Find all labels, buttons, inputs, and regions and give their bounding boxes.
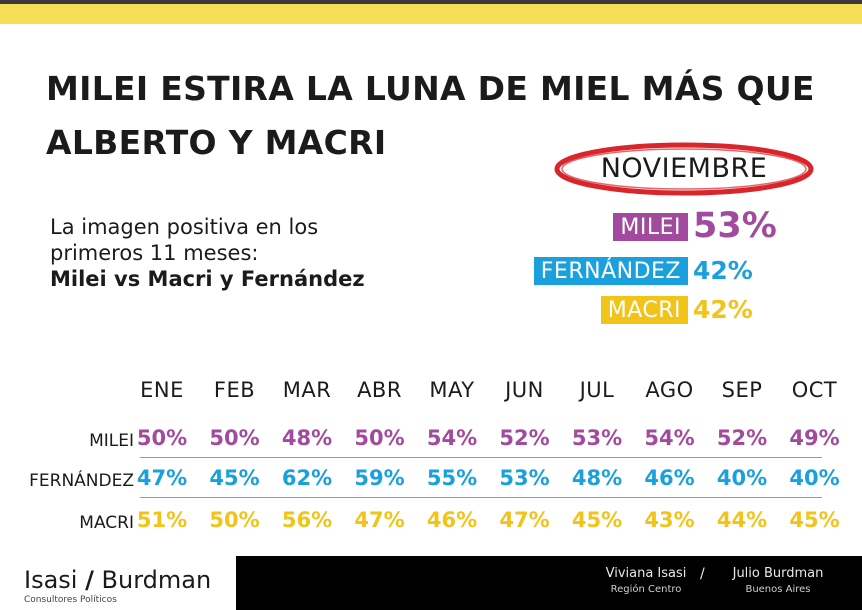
row-label-macri: MACRI bbox=[79, 513, 134, 533]
top-border-line bbox=[0, 0, 862, 4]
credit-name-2: Julio Burdman bbox=[732, 566, 824, 581]
highlight-label-macri: MACRI bbox=[600, 296, 688, 324]
row-label-milei: MILEI bbox=[89, 431, 134, 451]
cell-macri-ene: 51% bbox=[136, 508, 188, 532]
row-divider bbox=[140, 497, 822, 498]
cell-milei-sep: 52% bbox=[716, 426, 768, 450]
logo-part-2: Burdman bbox=[101, 566, 212, 594]
cell-milei-ago: 54% bbox=[644, 426, 695, 450]
cell-fernndez-jun: 53% bbox=[499, 466, 550, 490]
subtitle-line-1: La imagen positiva en los bbox=[50, 215, 319, 239]
highlight-value-macri: 42% bbox=[693, 295, 753, 324]
month-header-may: MAY bbox=[429, 378, 475, 402]
footer-bar bbox=[236, 556, 862, 610]
cell-macri-jun: 47% bbox=[499, 508, 550, 532]
cell-macri-mar: 56% bbox=[281, 508, 333, 532]
month-header-feb: FEB bbox=[213, 378, 256, 402]
cell-milei-abr: 50% bbox=[354, 426, 405, 450]
highlight-value-milei: 53% bbox=[693, 206, 777, 246]
highlight-ring-icon bbox=[554, 142, 814, 196]
cell-macri-jul: 45% bbox=[571, 508, 623, 532]
cell-milei-oct: 49% bbox=[789, 426, 840, 450]
subtitle: La imagen positiva en los primeros 11 me… bbox=[50, 214, 450, 292]
cell-milei-ene: 50% bbox=[136, 426, 188, 450]
month-header-mar: MAR bbox=[282, 378, 332, 402]
cell-fernndez-may: 55% bbox=[426, 466, 478, 490]
cell-macri-may: 46% bbox=[426, 508, 478, 532]
month-label: NOVIEMBRE bbox=[600, 153, 768, 184]
cell-macri-oct: 45% bbox=[789, 508, 840, 532]
cell-milei-jun: 52% bbox=[499, 426, 550, 450]
cell-fernndez-ene: 47% bbox=[136, 466, 188, 490]
cell-fernndez-sep: 40% bbox=[716, 466, 768, 490]
page-title: MILEI ESTIRA LA LUNA DE MIEL MÁS QUE ALB… bbox=[46, 62, 846, 170]
month-header-jun: JUN bbox=[505, 378, 544, 402]
footer-logo-area bbox=[0, 556, 236, 610]
title-line-1: MILEI ESTIRA LA LUNA DE MIEL MÁS QUE bbox=[46, 69, 815, 108]
cell-milei-may: 54% bbox=[426, 426, 478, 450]
cell-macri-abr: 47% bbox=[354, 508, 405, 532]
cell-milei-feb: 50% bbox=[209, 426, 260, 450]
month-header-oct: OCT bbox=[791, 378, 838, 402]
month-header-sep: SEP bbox=[721, 378, 763, 402]
subtitle-line-3: Milei vs Macri y Fernández bbox=[50, 267, 365, 291]
brand-logo: Isasi / Burdman bbox=[24, 566, 211, 594]
row-divider bbox=[140, 457, 822, 458]
month-header-jul: JUL bbox=[579, 378, 615, 402]
cell-fernndez-abr: 59% bbox=[354, 466, 405, 490]
cell-milei-jul: 53% bbox=[571, 426, 623, 450]
top-accent-bar bbox=[0, 0, 862, 24]
logo-subtitle: Consultores Políticos bbox=[24, 595, 117, 605]
subtitle-line-2: primeros 11 meses: bbox=[50, 241, 259, 265]
cell-macri-sep: 44% bbox=[716, 508, 768, 532]
credit-name-1: Viviana Isasi bbox=[605, 566, 687, 581]
month-header-ene: ENE bbox=[140, 378, 184, 402]
highlight-label-milei: MILEI bbox=[613, 213, 688, 241]
cell-macri-feb: 50% bbox=[209, 508, 260, 532]
cell-fernndez-oct: 40% bbox=[789, 466, 840, 490]
month-header-ago: AGO bbox=[645, 378, 694, 402]
logo-slash: / bbox=[85, 566, 94, 594]
credit-sub-2: Buenos Aires bbox=[745, 584, 811, 595]
title-line-2: ALBERTO Y MACRI bbox=[46, 123, 387, 162]
credit-separator: / bbox=[700, 566, 705, 582]
highlight-label-fernndez: FERNÁNDEZ bbox=[533, 257, 688, 285]
cell-macri-ago: 43% bbox=[644, 508, 695, 532]
cell-milei-mar: 48% bbox=[281, 426, 333, 450]
credit-sub-1: Región Centro bbox=[610, 584, 682, 595]
month-badge: NOVIEMBRE bbox=[553, 141, 815, 197]
month-header-abr: ABR bbox=[357, 378, 402, 402]
highlight-value-fernndez: 42% bbox=[693, 256, 753, 285]
cell-fernndez-ago: 46% bbox=[644, 466, 695, 490]
cell-fernndez-mar: 62% bbox=[281, 466, 333, 490]
logo-part-1: Isasi bbox=[24, 566, 78, 594]
cell-fernndez-feb: 45% bbox=[209, 466, 260, 490]
row-label-fernndez: FERNÁNDEZ bbox=[29, 471, 134, 491]
cell-fernndez-jul: 48% bbox=[571, 466, 623, 490]
